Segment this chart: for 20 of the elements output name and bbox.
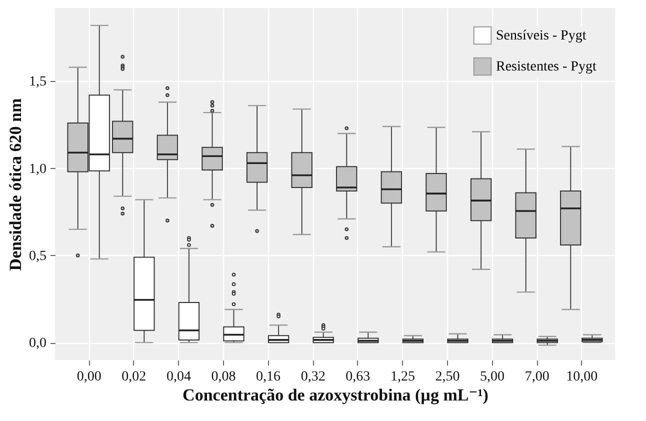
x-tick-label: 0,32 [300, 370, 326, 384]
x-tick-label: 7,00 [524, 370, 550, 384]
y-tick-label: 0,5 [29, 248, 46, 264]
x-tick-label: 0,16 [256, 370, 281, 384]
x-tick-label: 0,02 [122, 370, 146, 384]
legend-label: Resistentes - Pygt [496, 60, 596, 74]
y-tick-label: 0,0 [29, 336, 46, 352]
x-tick-label: 2,50 [435, 370, 460, 384]
legend-label: Sensíveis - Pygt [496, 28, 586, 44]
x-axis-title: Concentração de azoxystrobina (µg mL⁻¹) [182, 386, 488, 404]
x-tick-label: 5,00 [480, 370, 505, 384]
y-axis-title: Densidade ótica 620 nm [6, 98, 25, 271]
x-tick-label: 0,08 [211, 370, 236, 384]
x-tick-label: 0,00 [76, 370, 102, 384]
y-tick-label: 1,5 [29, 74, 46, 90]
x-tick-label: 0,63 [346, 370, 370, 384]
x-tick-label: 1,25 [390, 370, 415, 384]
x-tick-label: 0,04 [166, 370, 191, 384]
y-tick-label: 1,0 [29, 162, 46, 177]
x-tick-label: 10,00 [566, 370, 598, 384]
